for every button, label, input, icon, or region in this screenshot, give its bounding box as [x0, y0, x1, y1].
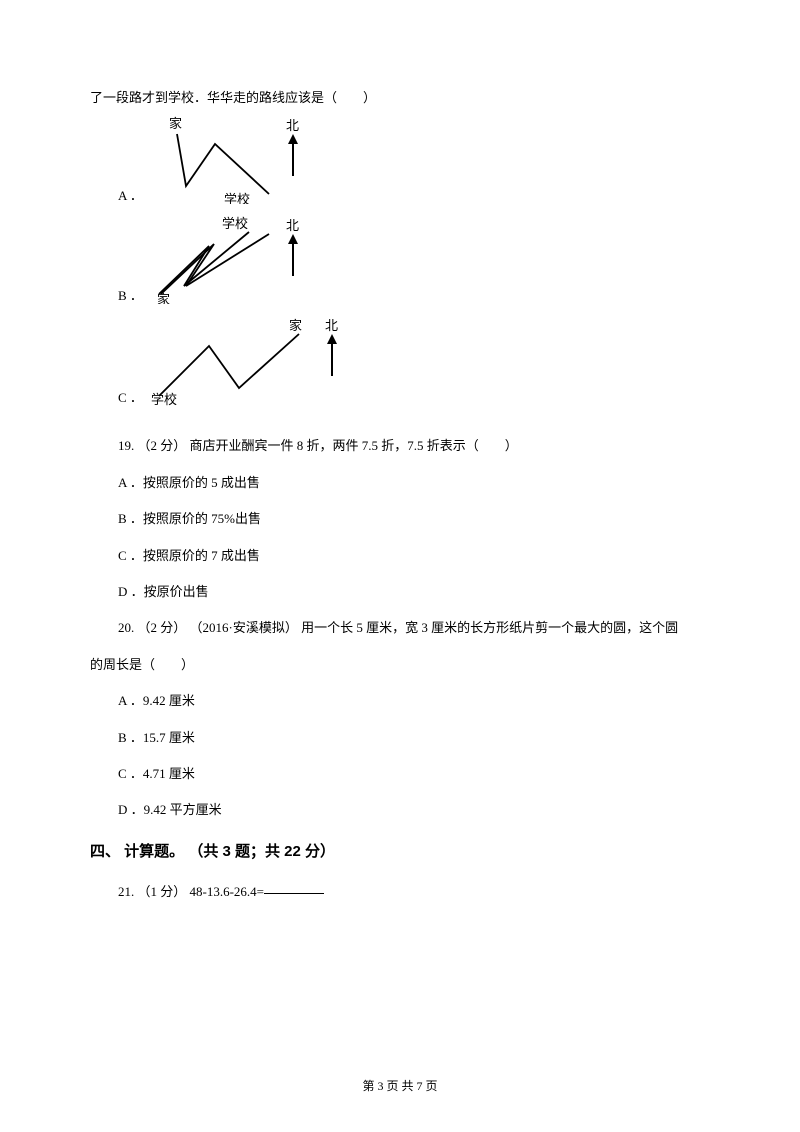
option-c-diagram: 家 学校 北	[149, 316, 359, 410]
q20-text-2: 的周长是（ ）	[90, 647, 710, 683]
option-b-label: B ．	[118, 285, 143, 308]
option-b-diagram: 学校 家 北	[149, 216, 329, 308]
school-label-b: 学校	[222, 216, 248, 231]
home-label-c: 家	[289, 318, 302, 333]
q20-text-1: 20. （2 分） （2016·安溪模拟） 用一个长 5 厘米，宽 3 厘米的长…	[90, 610, 710, 646]
q21-stem: 21. （1 分） 48-13.6-26.4=	[118, 884, 264, 899]
option-b-row: B ． 学校 家 北	[90, 216, 710, 308]
page-footer: 第 3 页 共 7 页	[0, 1077, 800, 1094]
q20-option-c: C ．4.71 厘米	[90, 756, 710, 792]
north-label-b: 北	[286, 218, 299, 233]
school-label-c: 学校	[151, 392, 177, 406]
q19-text: 19. （2 分） 商店开业酬宾一件 8 折，两件 7.5 折，7.5 折表示（…	[90, 428, 710, 464]
answer-blank	[264, 893, 324, 894]
question-continuation: 了一段路才到学校．华华走的路线应该是（ ）	[90, 80, 710, 116]
north-label: 北	[286, 118, 299, 133]
north-label-c: 北	[325, 318, 338, 333]
school-label: 学校	[224, 192, 250, 204]
q20-option-b: B ．15.7 厘米	[90, 720, 710, 756]
home-label-b: 家	[157, 292, 170, 304]
q19-option-c: C ．按照原价的 7 成出售	[90, 538, 710, 574]
home-label: 家	[169, 116, 182, 131]
section-4-header: 四、 计算题。 （共 3 题；共 22 分）	[90, 829, 710, 874]
option-c-label: C ．	[118, 387, 143, 410]
q21-text: 21. （1 分） 48-13.6-26.4=	[90, 874, 710, 910]
option-a-row: A ． 家 学校 北	[90, 116, 710, 208]
q19-option-b: B ．按照原价的 75%出售	[90, 501, 710, 537]
option-a-diagram: 家 学校 北	[149, 116, 319, 208]
option-a-label: A ．	[118, 185, 143, 208]
option-c-row: C ． 家 学校 北	[90, 316, 710, 410]
q20-option-a: A ．9.42 厘米	[90, 683, 710, 719]
q20-option-d: D ．9.42 平方厘米	[90, 792, 710, 828]
q19-option-d: D ．按原价出售	[90, 574, 710, 610]
q19-option-a: A ．按照原价的 5 成出售	[90, 465, 710, 501]
